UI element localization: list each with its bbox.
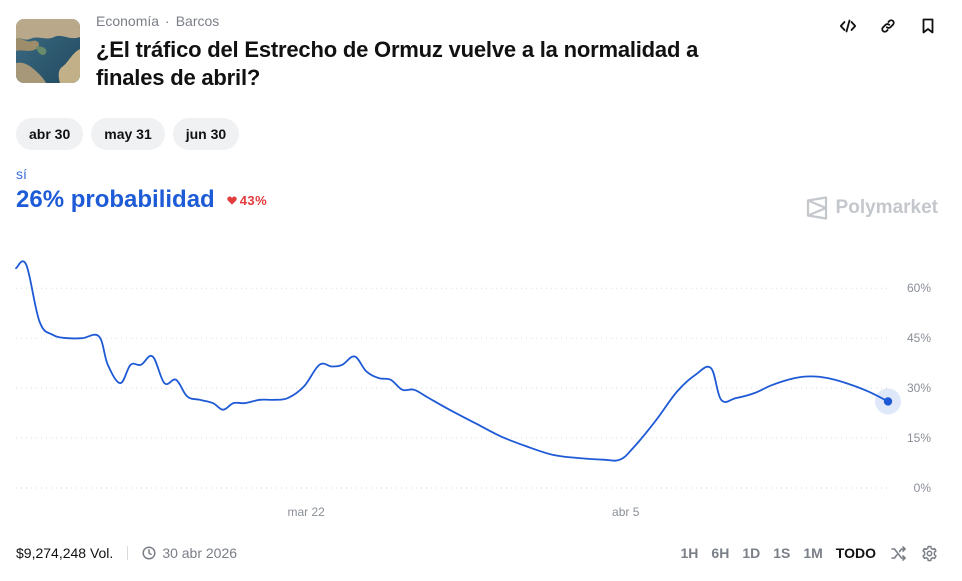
x-tick-label: mar 22 <box>287 505 325 519</box>
date-tab-may-31[interactable]: may 31 <box>91 118 165 150</box>
category-link[interactable]: Economía <box>96 13 160 29</box>
last-point <box>883 397 893 406</box>
range-1m[interactable]: 1M <box>803 545 823 561</box>
y-tick-label: 60% <box>907 281 931 295</box>
embed-icon[interactable] <box>838 16 858 36</box>
date-tab-abr-30[interactable]: abr 30 <box>16 118 84 150</box>
probability-chart[interactable]: 0% 15% 30% 45% 60% mar 22 abr 5 <box>0 240 962 530</box>
bookmark-icon[interactable] <box>918 16 938 36</box>
y-tick-label: 0% <box>914 481 932 495</box>
chart-footer: $9,274,248 Vol. 30 abr 2026 1H 6H 1D 1S … <box>16 543 938 563</box>
subcategory-link[interactable]: Barcos <box>175 13 220 29</box>
clock-icon <box>142 546 156 560</box>
polymarket-icon <box>806 196 827 220</box>
breadcrumb: Economía · Barcos <box>96 13 219 29</box>
shuffle-icon[interactable] <box>889 544 907 562</box>
end-date-text: 30 abr 2026 <box>162 545 238 561</box>
y-axis: 0% 15% 30% 45% 60% <box>907 281 931 495</box>
chart-grid <box>16 287 890 489</box>
range-1d[interactable]: 1D <box>742 545 761 561</box>
x-axis: mar 22 abr 5 <box>287 505 639 519</box>
change-value: 43% <box>239 192 268 208</box>
volume: $9,274,248 Vol. <box>16 545 114 561</box>
heart-down-icon <box>227 196 237 205</box>
date-tab-jun-30[interactable]: jun 30 <box>172 118 240 150</box>
brand-name: Polymarket <box>835 197 938 218</box>
settings-gear-icon[interactable] <box>920 544 938 562</box>
y-tick-label: 45% <box>907 331 931 345</box>
probability-change: 43% <box>227 193 268 208</box>
y-tick-label: 30% <box>907 381 931 395</box>
range-todo[interactable]: TODO <box>835 545 876 561</box>
x-tick-label: abr 5 <box>612 505 640 519</box>
polymarket-logo: Polymarket <box>806 196 938 220</box>
end-date: 30 abr 2026 <box>142 545 237 561</box>
outcome-label: sí <box>16 166 27 182</box>
range-6h[interactable]: 6H <box>711 545 730 561</box>
link-icon[interactable] <box>878 16 898 36</box>
probability-value: 26% probabilidad <box>16 186 215 213</box>
series-line <box>15 260 889 462</box>
y-tick-label: 15% <box>907 431 931 445</box>
range-1s[interactable]: 1S <box>773 545 791 561</box>
header-actions <box>838 16 938 36</box>
probability-row: 26% probabilidad 43% <box>16 186 267 214</box>
date-tabs: abr 30 may 31 jun 30 <box>16 118 240 150</box>
range-1h[interactable]: 1H <box>680 545 699 561</box>
market-title: ¿El tráfico del Estrecho de Ormuz vuelve… <box>96 37 699 90</box>
market-thumbnail <box>16 19 80 83</box>
breadcrumb-separator: · <box>165 13 170 29</box>
footer-divider <box>127 546 129 560</box>
